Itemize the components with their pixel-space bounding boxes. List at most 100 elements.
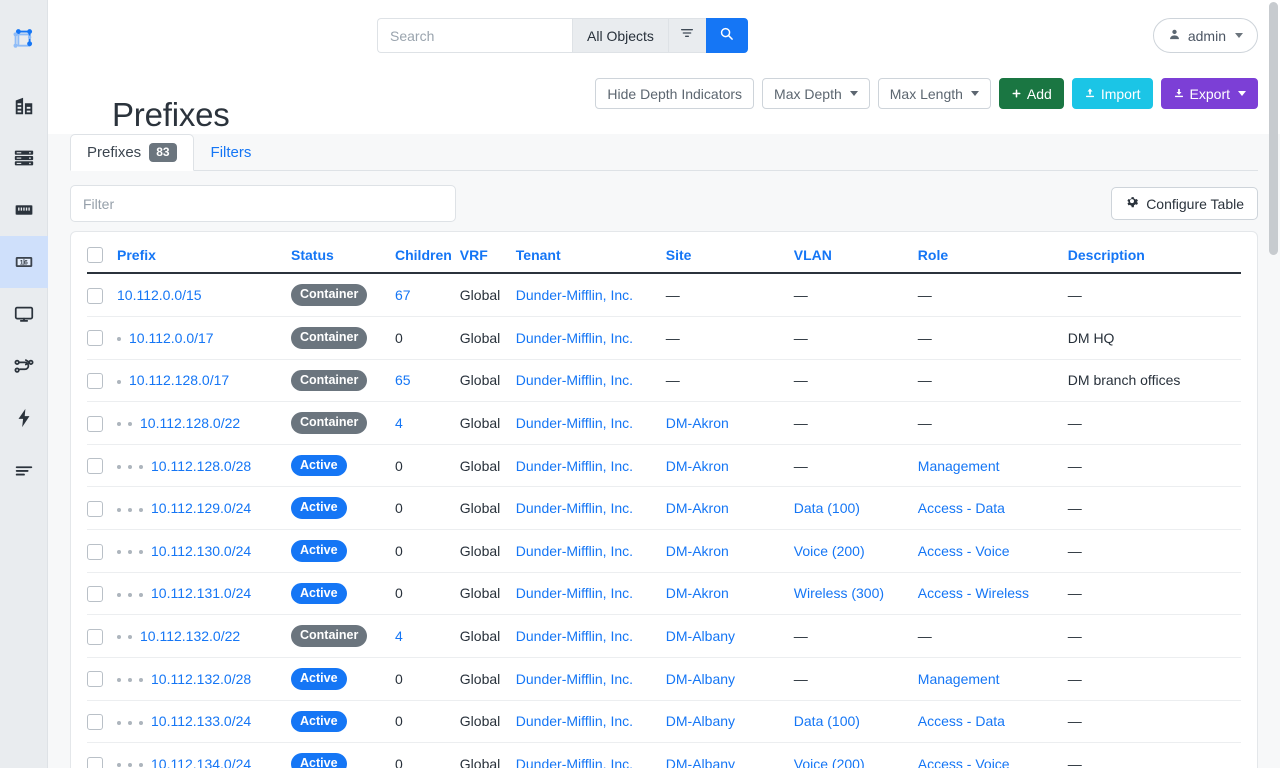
vlan-cell-link[interactable]: Wireless (300) [793,585,885,602]
table-row[interactable]: 10.112.128.0/28 Active 0 Global Dunder-Miffl… [87,444,1241,488]
table-row[interactable]: 10.112.128.0/17 Container 65 Global Dunder-M… [87,359,1241,403]
tenant-cell-link[interactable]: Dunder-Mifflin, Inc. [515,755,634,768]
sidebar-item-virtualization[interactable] [0,288,48,340]
prefix-link[interactable]: 10.112.132.0/22 [140,628,241,645]
prefix-link[interactable]: 10.112.133.0/24 [151,713,252,730]
prefix-link[interactable]: 10.112.134.0/24 [151,755,252,768]
table-row[interactable]: 10.112.130.0/24 Active 0 Global Dunder-Miffl… [87,529,1241,573]
column-header-children[interactable]: Children [391,232,456,275]
tenant-cell-link[interactable]: Dunder-Mifflin, Inc. [515,585,634,602]
vlan-cell-link[interactable]: Voice (200) [793,755,865,768]
site-cell-link[interactable]: DM-Albany [665,670,736,687]
children-link[interactable]: 4 [395,414,403,431]
tenant-cell-link[interactable]: Dunder-Mifflin, Inc. [515,628,634,645]
row-checkbox[interactable] [87,628,103,645]
sidebar-item-connections[interactable] [0,184,48,236]
sidebar-item-power[interactable] [0,392,48,444]
column-header-status[interactable]: Status [287,232,391,275]
vlan-cell-link[interactable]: Data (100) [793,500,860,517]
role-cell-link[interactable]: Access - Wireless [917,585,1030,602]
site-cell-link[interactable]: DM-Akron [665,500,729,517]
children-link[interactable]: 67 [395,287,411,304]
table-row[interactable]: 10.112.0.0/15 Container 67 Global Dunder-Mif… [87,273,1241,317]
sidebar-item-devices[interactable] [0,132,48,184]
sidebar-item-organization[interactable] [0,80,48,132]
tenant-cell-link[interactable]: Dunder-Mifflin, Inc. [515,287,634,304]
select-all-checkbox[interactable] [87,247,103,264]
row-checkbox[interactable] [87,714,103,730]
netbox-logo-icon[interactable] [0,0,48,80]
sidebar-item-circuits[interactable] [0,340,48,392]
site-cell-link[interactable]: DM-Akron [665,585,729,602]
row-checkbox[interactable] [87,671,103,688]
prefix-link[interactable]: 10.112.130.0/24 [151,542,252,559]
site-cell-link[interactable]: DM-Akron [665,414,729,431]
tenant-cell-link[interactable]: Dunder-Mifflin, Inc. [515,713,634,730]
row-checkbox[interactable] [87,330,103,347]
table-row[interactable]: 10.112.132.0/22 Container 4 Global Dunder-Mi… [87,614,1241,658]
row-checkbox[interactable] [87,586,103,603]
row-checkbox[interactable] [87,373,103,389]
page-scrollbar-thumb[interactable] [1269,2,1278,255]
max-depth-dropdown[interactable]: Max Depth [762,78,870,109]
site-cell-link[interactable]: DM-Akron [665,542,729,559]
site-cell-link[interactable]: DM-Akron [665,457,729,474]
search-scope-dropdown[interactable]: All Objects [572,18,668,53]
column-header-description[interactable]: Description [1063,232,1241,275]
vlan-cell-link[interactable]: Data (100) [793,713,860,730]
column-header-tenant[interactable]: Tenant [511,232,662,275]
prefix-link[interactable]: 10.112.132.0/28 [151,670,252,687]
column-header-vlan[interactable]: VLAN [789,232,914,275]
role-cell-link[interactable]: Access - Data [917,713,1005,730]
row-checkbox[interactable] [87,543,103,560]
role-cell-link[interactable]: Access - Data [917,500,1005,517]
prefix-link[interactable]: 10.112.129.0/24 [151,500,252,517]
tenant-cell-link[interactable]: Dunder-Mifflin, Inc. [515,457,634,474]
prefix-link[interactable]: 10.112.128.0/22 [140,414,241,431]
row-checkbox[interactable] [87,756,103,768]
tenant-cell-link[interactable]: Dunder-Mifflin, Inc. [515,670,634,687]
row-checkbox[interactable] [87,500,103,517]
prefix-link[interactable]: 10.112.131.0/24 [151,585,252,602]
tenant-cell-link[interactable]: Dunder-Mifflin, Inc. [515,414,634,431]
row-checkbox[interactable] [87,415,103,432]
search-input[interactable] [377,18,572,53]
search-submit-button[interactable] [705,18,748,53]
column-header-prefix[interactable]: Prefix [113,232,287,275]
table-row[interactable]: 10.112.131.0/24 Active 0 Global Dunder-Miffl… [87,572,1241,616]
site-cell-link[interactable]: DM-Albany [665,713,736,730]
user-menu-button[interactable]: admin [1152,18,1258,53]
tab-filters[interactable]: Filters [194,134,269,171]
column-header-site[interactable]: Site [661,232,790,275]
table-row[interactable]: 10.112.132.0/28 Active 0 Global Dunder-Miffl… [87,657,1241,701]
table-row[interactable]: 10.112.134.0/24 Active 0 Global Dunder-Miffl… [87,742,1241,768]
role-cell-link[interactable]: Management [917,670,1000,687]
row-checkbox[interactable] [87,458,103,475]
configure-table-button[interactable]: Configure Table [1111,187,1258,220]
tenant-cell-link[interactable]: Dunder-Mifflin, Inc. [515,542,634,559]
prefix-link[interactable]: 10.112.0.0/15 [117,287,202,304]
role-cell-link[interactable]: Access - Voice [917,542,1010,559]
add-button[interactable]: Add [998,78,1064,109]
hide-depth-indicators-button[interactable]: Hide Depth Indicators [595,78,755,109]
column-header-vrf[interactable]: VRF [455,232,512,275]
prefix-link[interactable]: 10.112.0.0/17 [129,329,214,346]
table-row[interactable]: 10.112.129.0/24 Active 0 Global Dunder-Miffl… [87,486,1241,531]
sidebar-item-ipam[interactable]: 1 6 [0,236,48,288]
children-link[interactable]: 65 [395,372,411,389]
role-cell-link[interactable]: Access - Voice [917,755,1010,768]
vlan-cell-link[interactable]: Voice (200) [793,542,865,559]
role-cell-link[interactable]: Management [917,457,1000,474]
import-button[interactable]: Import [1071,78,1153,109]
children-link[interactable]: 4 [395,628,403,645]
export-dropdown[interactable]: Export [1160,78,1258,109]
tenant-cell-link[interactable]: Dunder-Mifflin, Inc. [515,500,634,517]
column-header-role[interactable]: Role [913,232,1064,275]
tab-prefixes[interactable]: Prefixes 83 [70,134,194,171]
prefix-link[interactable]: 10.112.128.0/28 [151,457,252,474]
table-row[interactable]: 10.112.0.0/17 Container 0 Global Dunder-Miff… [87,316,1241,360]
site-cell-link[interactable]: DM-Albany [665,628,736,645]
site-cell-link[interactable]: DM-Albany [665,755,736,768]
search-filter-button[interactable] [667,18,706,53]
table-row[interactable]: 10.112.128.0/22 Container 4 Global Dunder-Mi… [87,401,1241,445]
